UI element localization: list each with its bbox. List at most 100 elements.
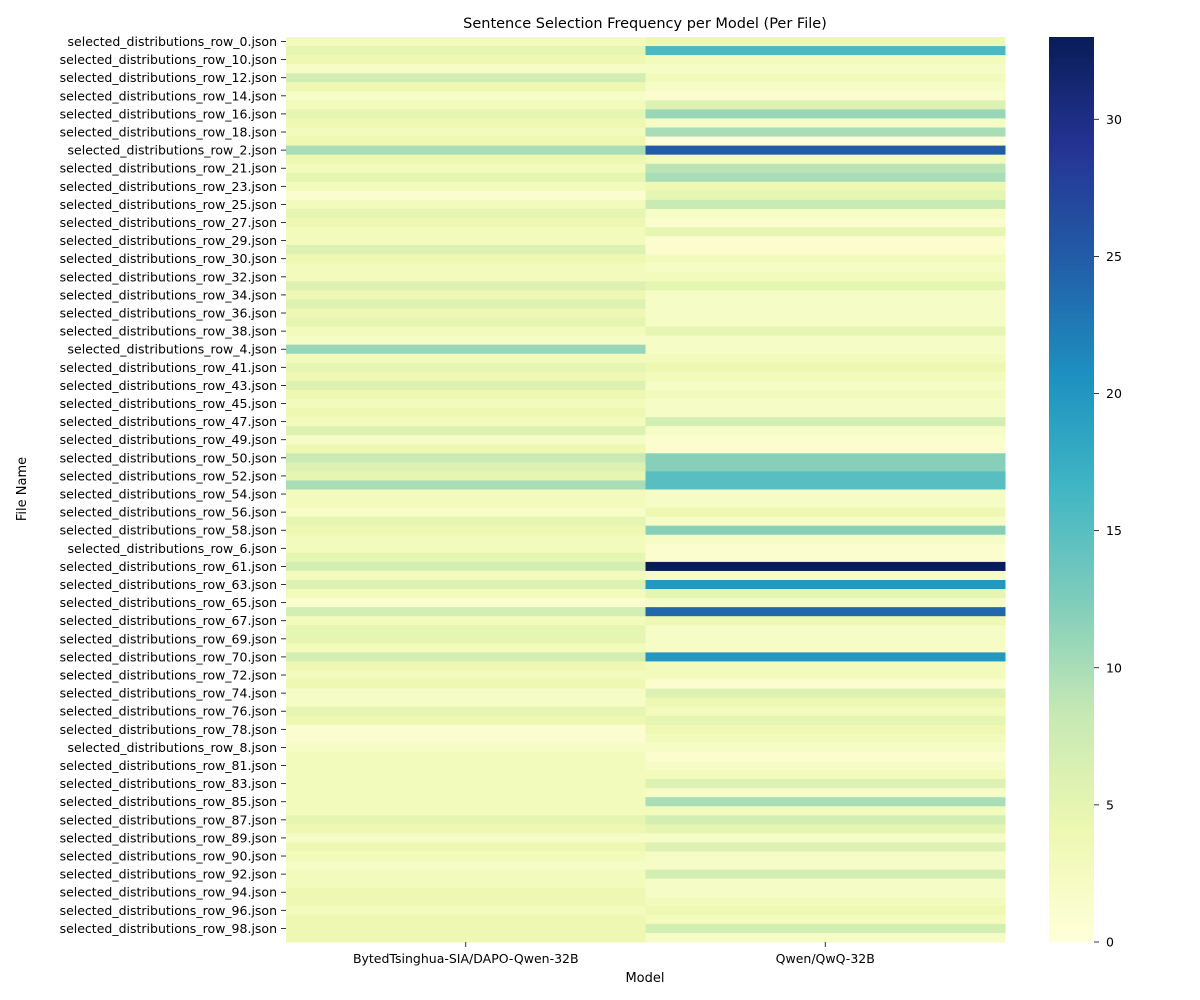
y-tick-label: selected_distributions_row_96.json	[60, 903, 277, 918]
y-tick-label: selected_distributions_row_43.json	[60, 378, 277, 393]
heatmap-cell	[286, 317, 646, 328]
heatmap-cell	[286, 335, 646, 346]
heatmap-cell	[645, 724, 1006, 735]
heatmap-cell	[286, 580, 646, 590]
y-tick-label: selected_distributions_row_8.json	[68, 740, 277, 755]
heatmap-cell	[645, 751, 1006, 762]
y-tick-label: selected_distributions_row_85.json	[60, 794, 277, 809]
y-tick-label: selected_distributions_row_52.json	[60, 468, 277, 483]
heatmap-cell	[645, 914, 1006, 925]
heatmap-cell	[645, 661, 1006, 671]
y-tick-label: selected_distributions_row_4.json	[68, 342, 277, 357]
heatmap-cell	[286, 163, 646, 174]
y-tick-label: selected_distributions_row_49.json	[60, 432, 277, 447]
heatmap-cell	[645, 869, 1006, 880]
heatmap-cell	[645, 643, 1006, 653]
heatmap-cell	[286, 815, 646, 825]
heatmap-cell	[645, 779, 1006, 789]
heatmap-cell	[286, 806, 646, 816]
heatmap-cell	[286, 905, 646, 916]
heatmap-cell	[645, 480, 1006, 490]
heatmap-cell	[286, 453, 646, 463]
heatmap-cell	[645, 552, 1006, 563]
y-tick-label: selected_distributions_row_83.json	[60, 776, 277, 791]
heatmap-cell	[286, 181, 646, 192]
heatmap-cell	[286, 751, 646, 762]
heatmap-cell	[645, 362, 1006, 373]
heatmap-cell	[286, 100, 646, 110]
heatmap-cell	[286, 299, 646, 309]
y-tick-label: selected_distributions_row_69.json	[60, 631, 277, 646]
y-tick-label: selected_distributions_row_41.json	[60, 360, 277, 375]
y-tick-label: selected_distributions_row_94.json	[60, 885, 277, 900]
heatmap-cell	[645, 652, 1006, 662]
heatmap-cell	[645, 788, 1006, 798]
heatmap-cell	[645, 733, 1006, 744]
heatmap-cell	[286, 534, 646, 545]
heatmap-cell	[645, 851, 1006, 862]
y-tick-label: selected_distributions_row_90.json	[60, 849, 277, 864]
heatmap-cell	[645, 344, 1006, 355]
y-tick-label: selected_distributions_row_58.json	[60, 523, 277, 538]
heatmap-cell	[286, 55, 646, 65]
heatmap-cell	[645, 399, 1006, 409]
y-tick-label: selected_distributions_row_34.json	[60, 287, 277, 302]
heatmap-cell	[645, 109, 1006, 119]
heatmap-cell	[645, 715, 1006, 726]
y-tick-label: selected_distributions_row_21.json	[60, 161, 277, 176]
y-tick-label: selected_distributions_row_2.json	[68, 143, 277, 158]
heatmap-cell	[286, 770, 646, 780]
heatmap-cell	[645, 824, 1006, 834]
y-tick-label: selected_distributions_row_78.json	[60, 722, 277, 737]
heatmap-cell	[286, 362, 646, 373]
heatmap-cell	[645, 435, 1006, 445]
heatmap-cell	[645, 263, 1006, 273]
heatmap-cell	[286, 679, 646, 690]
heatmap-cell	[645, 145, 1006, 156]
heatmap-cell	[645, 199, 1006, 210]
heatmap-cell	[645, 634, 1006, 644]
y-tick-label: selected_distributions_row_36.json	[60, 306, 277, 321]
heatmap-cell	[645, 887, 1006, 898]
x-axis-label: Model	[625, 971, 664, 986]
y-tick-label: selected_distributions_row_61.json	[60, 559, 277, 574]
y-tick-label: selected_distributions_row_67.json	[60, 613, 277, 628]
heatmap-cell	[286, 779, 646, 789]
heatmap-cell	[286, 408, 646, 418]
heatmap-cell	[286, 154, 646, 165]
y-tick-label: selected_distributions_row_25.json	[60, 197, 277, 212]
heatmap-cell	[286, 82, 646, 92]
heatmap-cell	[286, 561, 646, 572]
y-axis-label: File Name	[15, 457, 30, 521]
y-tick-label: selected_distributions_row_65.json	[60, 595, 277, 610]
heatmap-cell	[645, 46, 1006, 56]
heatmap-cell	[645, 426, 1006, 436]
heatmap-cell	[645, 408, 1006, 418]
heatmap-cell	[645, 543, 1006, 554]
heatmap-cell	[645, 489, 1006, 500]
heatmap-cell	[286, 272, 646, 282]
heatmap-cell	[286, 389, 646, 400]
heatmap-cell	[645, 833, 1006, 843]
y-tick-label: selected_distributions_row_14.json	[60, 88, 277, 103]
heatmap-cell	[645, 462, 1006, 472]
heatmap-cell	[286, 236, 646, 246]
x-tick-label: Qwen/QwQ-32B	[776, 951, 875, 966]
heatmap-cell	[286, 643, 646, 653]
y-tick-label: selected_distributions_row_10.json	[60, 52, 277, 67]
heatmap-cell	[645, 281, 1006, 291]
heatmap-cell	[645, 118, 1006, 128]
heatmap-cell	[286, 896, 646, 907]
heatmap-cell	[286, 353, 646, 364]
heatmap-cell	[645, 100, 1006, 110]
heatmap-cell	[286, 489, 646, 500]
chart-title: Sentence Selection Frequency per Model (…	[463, 16, 827, 32]
heatmap-cell	[286, 887, 646, 898]
heatmap-cell	[645, 761, 1006, 771]
heatmap-cell	[645, 371, 1006, 382]
y-tick-label: selected_distributions_row_47.json	[60, 414, 277, 429]
heatmap-cell	[286, 625, 646, 635]
heatmap-cell	[286, 507, 646, 518]
heatmap-cell	[645, 236, 1006, 246]
heatmap-cell	[645, 245, 1006, 255]
